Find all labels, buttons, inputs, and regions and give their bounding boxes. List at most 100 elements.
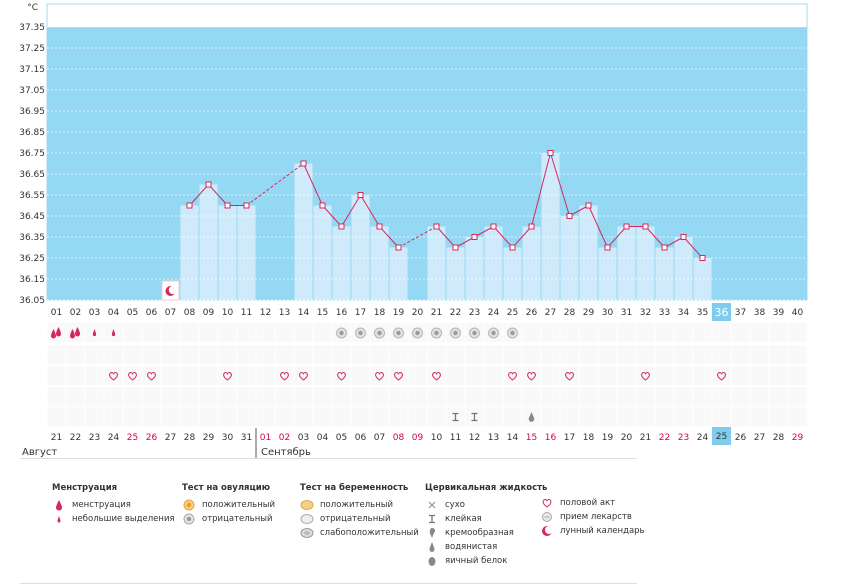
- watery-icon: [425, 540, 439, 554]
- positive-pregnancy-icon: [300, 498, 314, 512]
- menstruation-drop-icon: [70, 329, 75, 339]
- cycle-day-label: 08: [184, 308, 196, 318]
- y-tick-label: 36.65: [19, 170, 45, 180]
- watery-icon: [528, 412, 535, 422]
- cycle-day-label: 10: [222, 308, 234, 318]
- cycle-day-label: 21: [431, 308, 442, 318]
- negative-pregnancy-icon: [300, 512, 314, 526]
- temperature-point: [604, 244, 611, 251]
- temperature-line-segment: [683, 236, 703, 259]
- cycle-day-label: 06: [146, 308, 158, 318]
- date-label: 24: [697, 433, 709, 443]
- date-label: 02: [279, 433, 290, 443]
- cycle-day-label: 33: [659, 308, 670, 318]
- date-label: 28: [184, 433, 196, 443]
- date-label: 17: [564, 433, 575, 443]
- temperature-bar: [294, 163, 313, 300]
- y-tick-label: 36.35: [19, 233, 45, 243]
- temperature-point: [395, 244, 402, 251]
- legend-item: отрицательный: [182, 512, 275, 526]
- cycle-day-label: 39: [773, 308, 785, 318]
- cycle-day-label: 27: [545, 308, 556, 318]
- cycle-day-label: 34: [678, 308, 690, 318]
- date-label: 11: [450, 433, 461, 443]
- cycle-day-label: 01: [51, 308, 62, 318]
- legend-pregnancy-test: Тест на беременность положительный отриц…: [300, 482, 419, 540]
- cycle-day-label: 15: [317, 308, 328, 318]
- temperature-bar: [351, 195, 370, 300]
- legend-pregnancy-title: Тест на беременность: [300, 483, 409, 493]
- heart-icon: [299, 372, 308, 381]
- legend-ovulation-title: Тест на овуляцию: [182, 483, 271, 493]
- menstruation-drop-icon: [56, 327, 61, 337]
- temperature-line-segment: [588, 205, 608, 248]
- marker-grid: [46, 323, 808, 426]
- heart-icon: [641, 372, 650, 381]
- legend-item: кремообразная: [425, 526, 547, 540]
- heart-icon: [128, 372, 137, 381]
- cycle-day-label: 30: [602, 308, 614, 318]
- y-tick-label: 36.75: [19, 149, 45, 159]
- moon-icon-cutout: [168, 285, 178, 295]
- cycle-day-label: 12: [260, 308, 271, 318]
- temperature-point: [547, 150, 554, 156]
- heart-icon: [147, 372, 156, 381]
- temperature-bar: [541, 153, 560, 300]
- temperature-point: [528, 223, 535, 230]
- small-drop-icon: [52, 512, 66, 526]
- heart-icon: [280, 372, 289, 381]
- legend-label: сухо: [445, 500, 465, 510]
- date-label: 25: [127, 433, 138, 443]
- month-label-september: Сентябрь: [261, 447, 311, 458]
- cycle-day-label: 17: [355, 308, 366, 318]
- negative-ovulation-icon-core: [434, 330, 439, 336]
- date-label: 31: [241, 433, 252, 443]
- legend-label: яичный белок: [445, 556, 508, 566]
- legend-item: прием лекарств: [540, 510, 645, 524]
- temperature-bar: [598, 247, 617, 300]
- legend-label: положительный: [202, 500, 275, 510]
- legend-item: слабоположительный: [300, 526, 419, 540]
- temperature-point: [300, 160, 307, 167]
- temperature-bar: [674, 237, 693, 300]
- temperature-point: [433, 223, 440, 230]
- creamy-icon: [425, 526, 439, 540]
- cycle-day-label: 14: [298, 308, 310, 318]
- negative-ovulation-icon-core: [491, 330, 496, 336]
- weak-pregnancy-icon: [300, 526, 314, 540]
- date-label: 22: [659, 433, 670, 443]
- legend-label: прием лекарств: [560, 512, 632, 522]
- cycle-day-label: 37: [735, 308, 746, 318]
- cycle-day-label: 18: [374, 308, 386, 318]
- cycle-day-label: 16: [336, 308, 348, 318]
- cycle-day-label: 03: [89, 308, 100, 318]
- temperature-bar: [199, 184, 218, 300]
- temperature-line-segment: [550, 152, 570, 217]
- y-tick-label: 37.15: [19, 65, 45, 75]
- date-label: 09: [412, 433, 424, 443]
- cycle-day-label: 07: [165, 308, 176, 318]
- date-label: 26: [735, 433, 747, 443]
- temperature-bar: [389, 247, 408, 300]
- date-label: 29: [792, 433, 804, 443]
- cycle-day-label: 29: [583, 308, 595, 318]
- cycle-day-label: 26: [526, 308, 538, 318]
- heart-icon: [223, 372, 232, 381]
- temperature-line-segment: [569, 205, 589, 217]
- heart-icon: [540, 496, 554, 510]
- temperature-bar: [313, 205, 332, 300]
- cycle-day-label: 19: [393, 308, 405, 318]
- temperature-bar: [617, 226, 636, 300]
- date-label: 21: [51, 433, 62, 443]
- cycle-day-label: 09: [203, 308, 215, 318]
- temperature-line-segment: [607, 226, 627, 248]
- cycle-day-label: 40: [792, 308, 804, 318]
- temperature-point: [680, 234, 687, 240]
- temperature-line-segment: [303, 163, 323, 206]
- date-label: 20: [621, 433, 633, 443]
- negative-ovulation-icon-core: [358, 330, 363, 336]
- date-label: 28: [773, 433, 785, 443]
- temperature-point: [376, 223, 383, 230]
- temperature-line-segment: [246, 163, 304, 206]
